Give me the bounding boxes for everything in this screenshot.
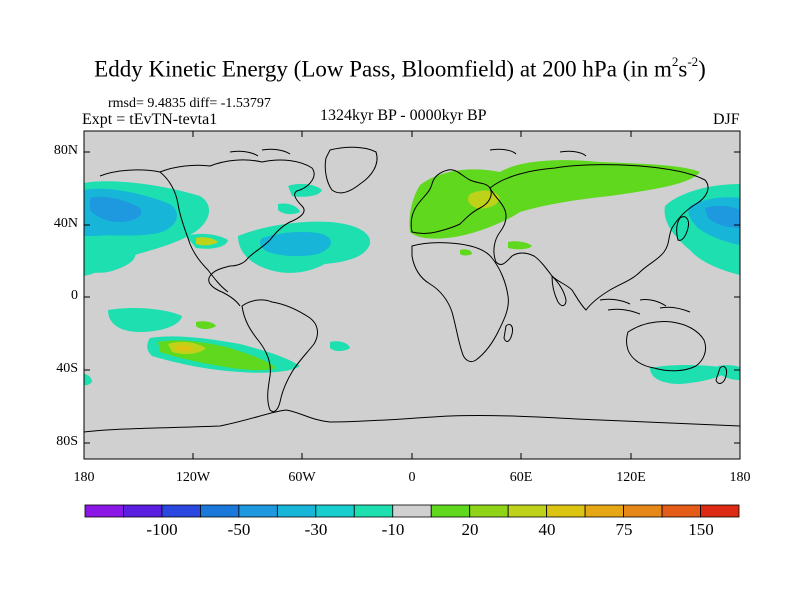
lon-label-0: 0 bbox=[408, 470, 416, 485]
colorbar-swatch-10 bbox=[469, 504, 509, 518]
contour-teal-nwatlantic bbox=[288, 183, 322, 197]
colorbar-label-m50: -50 bbox=[227, 520, 251, 539]
colorbar-swatch-5 bbox=[276, 504, 317, 518]
contour-green-eurasia bbox=[409, 160, 700, 239]
contour-teal-satlantic bbox=[330, 341, 350, 351]
axis-ticks bbox=[84, 131, 740, 459]
lat-label-40n: 40N bbox=[53, 216, 78, 231]
experiment-label: Expt = tEvTN-tevta1 bbox=[82, 111, 218, 128]
coastline-asia bbox=[489, 164, 709, 311]
colorbar-swatch-12 bbox=[546, 504, 586, 518]
lon-label-60e: 60E bbox=[509, 470, 533, 485]
plot-title: Eddy Kinetic Energy (Low Pass, Bloomfiel… bbox=[94, 54, 706, 82]
colorbar-swatch-14 bbox=[623, 504, 663, 518]
colorbar-swatch-2 bbox=[161, 504, 201, 518]
colorbar-swatch-11 bbox=[507, 504, 548, 518]
coastline-greenland bbox=[324, 146, 378, 194]
coastline-south-america bbox=[241, 299, 318, 413]
lat-label-80n: 80N bbox=[53, 143, 78, 158]
colorbar-swatch-15 bbox=[661, 504, 701, 518]
coastline-na-west bbox=[159, 171, 229, 293]
colorbar-label-m10: -10 bbox=[381, 520, 405, 539]
contour-yellow-gulf bbox=[196, 237, 218, 246]
colorbar-label-20: 20 bbox=[461, 520, 479, 539]
coastline-india bbox=[551, 274, 567, 307]
lon-label-60w: 60W bbox=[288, 470, 316, 485]
lon-label-120w: 120W bbox=[175, 470, 211, 485]
coastline-arctic-islands bbox=[229, 148, 587, 157]
lat-label-0: 0 bbox=[71, 288, 78, 303]
colorbar-swatch-4 bbox=[238, 504, 278, 518]
contour-green-south-small bbox=[196, 321, 216, 329]
colorbar-swatch-1 bbox=[123, 504, 163, 518]
rmsd-stats: rmsd= 9.4835 diff= -1.53797 bbox=[108, 96, 271, 111]
colorbar-swatch-7 bbox=[353, 504, 394, 518]
contour-teal-tropics bbox=[108, 308, 182, 332]
colorbar bbox=[84, 504, 740, 518]
lon-label-120e: 120E bbox=[616, 470, 646, 485]
coastline-indonesia bbox=[599, 298, 691, 315]
contour-green-med bbox=[460, 249, 472, 256]
coastline-madagascar bbox=[503, 323, 513, 342]
colorbar-label-75: 75 bbox=[615, 520, 633, 539]
colorbar-label-40: 40 bbox=[538, 520, 556, 539]
colorbar-label-150: 150 bbox=[688, 520, 714, 539]
coastline-new-zealand bbox=[715, 365, 727, 384]
contour-teal-south-indian bbox=[650, 365, 728, 384]
colorbar-swatch-9 bbox=[430, 504, 471, 518]
coastline-australia bbox=[626, 321, 707, 372]
lat-label-40s: 40S bbox=[56, 361, 78, 376]
coastlines bbox=[84, 146, 740, 433]
contour-teal-south-east-edge bbox=[718, 365, 740, 380]
colorbar-label-m30: -30 bbox=[304, 520, 328, 539]
lon-label-180-east: 180 bbox=[729, 470, 751, 485]
colorbar-swatch-3 bbox=[200, 504, 240, 518]
lat-label-80s: 80S bbox=[56, 434, 78, 449]
colorbar-swatch-8 bbox=[392, 504, 432, 518]
colorbar-swatch-16 bbox=[700, 504, 740, 518]
contour-dblue-npacific-west bbox=[90, 196, 142, 222]
coastline-africa bbox=[411, 242, 509, 363]
period-label: 1324kyr BP - 0000kyr BP bbox=[320, 107, 487, 124]
coastline-europe bbox=[410, 169, 492, 234]
coastline-japan bbox=[676, 216, 689, 241]
colorbar-label-m100: -100 bbox=[146, 520, 178, 539]
contour-teal-hudson bbox=[278, 203, 300, 215]
colorbar-swatch-13 bbox=[584, 504, 624, 518]
lon-label-180-west: 180 bbox=[73, 470, 95, 485]
colorbar-swatch-0 bbox=[84, 504, 124, 518]
coastline-antarctica bbox=[84, 409, 740, 433]
contour-teal-south-west-edge bbox=[84, 374, 92, 386]
contour-orange-spacific bbox=[176, 345, 194, 352]
contour-yellow-eurasia bbox=[468, 190, 500, 209]
contour-teal-npacific-east bbox=[84, 235, 136, 273]
contour-dblue-wpacific bbox=[705, 205, 740, 228]
season-label: DJF bbox=[713, 111, 740, 128]
contour-blue-natlantic bbox=[260, 231, 331, 257]
colorbar-swatch-6 bbox=[315, 504, 355, 518]
contour-green-mideast bbox=[508, 241, 532, 250]
